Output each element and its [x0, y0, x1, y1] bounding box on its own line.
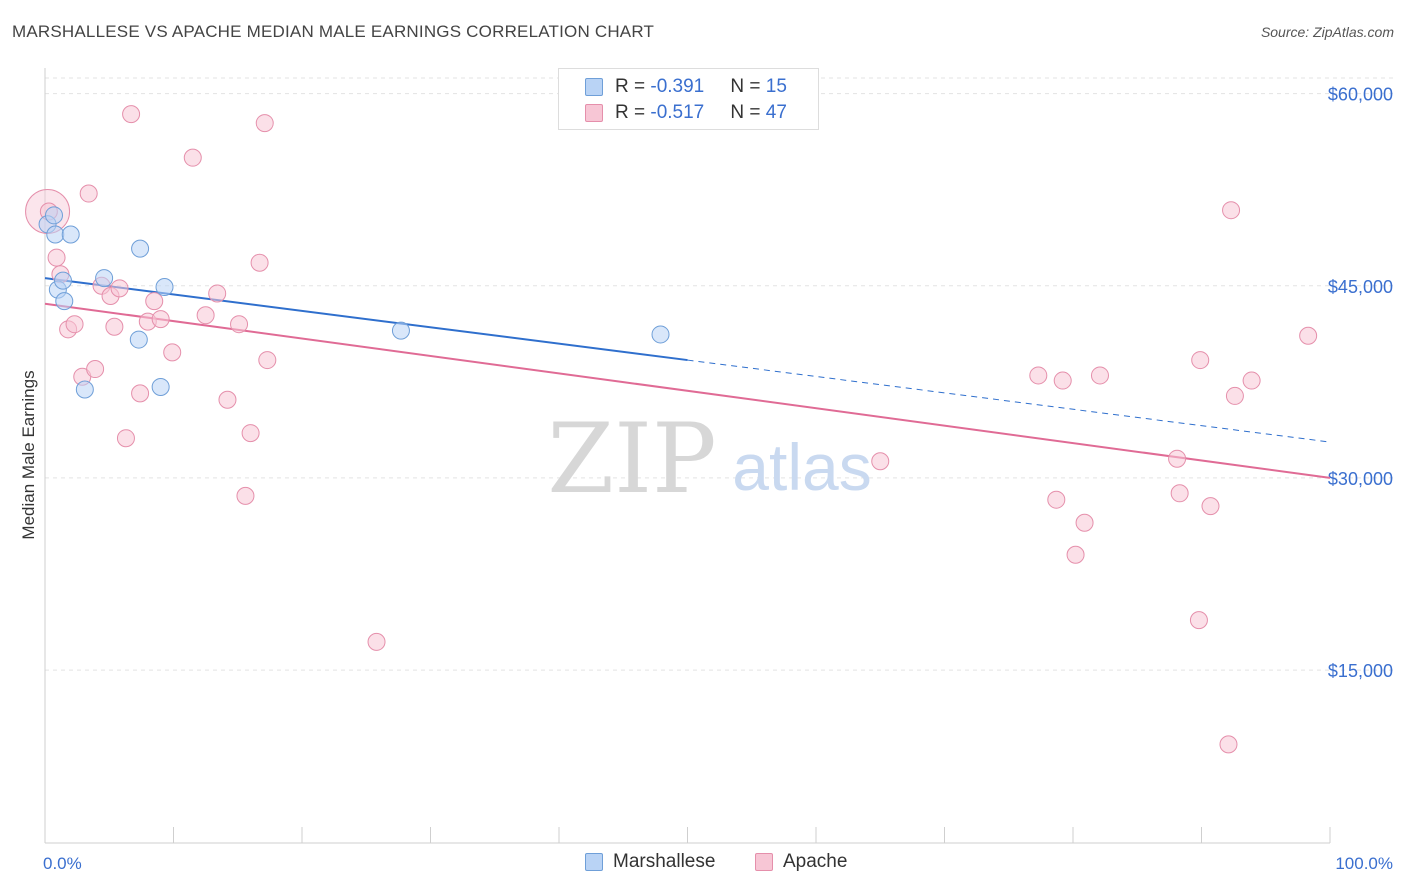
watermark: ZIP atlas — [547, 403, 871, 515]
legend-swatch-apache — [585, 104, 603, 122]
data-point-apache — [1053, 371, 1072, 390]
data-point-apache — [1047, 490, 1066, 509]
legend-r-value: -0.391 — [650, 76, 705, 97]
watermark-atlas: atlas — [732, 430, 871, 504]
data-point-apache — [258, 351, 277, 370]
stats-legend: R = -0.391 N = 15 R = -0.517 N = 47 — [558, 68, 819, 130]
legend-n-value: 47 — [765, 102, 787, 123]
data-point-apache — [1170, 484, 1189, 503]
data-point-apache — [236, 486, 255, 505]
data-point-apache — [367, 632, 386, 651]
data-point-apache — [1075, 513, 1094, 532]
legend-n-value: 15 — [765, 76, 787, 97]
axis-layer: $60,000 $45,000 $30,000 $15,000 — [44, 68, 1393, 844]
legend-r-label: R = — [615, 76, 651, 97]
data-point-apache — [218, 390, 237, 409]
trendline-marshallese — [44, 277, 688, 362]
data-point-apache — [65, 315, 84, 334]
data-point-marshallese — [75, 380, 94, 399]
data-point-apache — [1191, 351, 1210, 370]
data-point-marshallese — [55, 292, 74, 311]
x-tick-label-max: 100.0% — [1335, 854, 1393, 873]
data-point-apache — [47, 248, 66, 267]
data-point-apache — [151, 310, 170, 329]
data-point-apache — [86, 360, 105, 379]
y-axis-label: Median Male Earnings — [19, 370, 38, 539]
data-point-apache — [1201, 497, 1220, 516]
data-point-apache — [1299, 326, 1318, 345]
data-point-apache — [116, 429, 135, 448]
data-point-marshallese — [131, 239, 150, 258]
watermark-zip: ZIP — [547, 403, 716, 515]
data-point-apache — [230, 315, 249, 334]
legend-swatch-marshallese — [585, 78, 603, 96]
bottom-legend-label-marshallese: Marshallese — [613, 851, 716, 872]
data-point-apache — [79, 184, 98, 203]
data-point-apache — [1168, 449, 1187, 468]
data-point-marshallese — [651, 325, 670, 344]
data-point-apache — [110, 279, 129, 298]
bottom-legend-apache: Apache — [755, 851, 847, 873]
data-point-marshallese — [95, 269, 114, 288]
data-point-apache — [105, 317, 124, 336]
trendline-apache — [44, 302, 1331, 479]
data-point-apache — [131, 384, 150, 403]
bottom-legend-swatch-apache — [755, 853, 773, 871]
data-point-marshallese — [151, 377, 170, 396]
y-tick-label: $30,000 — [1328, 469, 1393, 489]
point-layer — [25, 105, 1318, 754]
data-point-apache — [1066, 545, 1085, 564]
bottom-legend-label-apache: Apache — [783, 851, 848, 872]
data-point-apache — [122, 105, 141, 124]
grid-layer — [45, 77, 1393, 671]
bottom-legend-swatch-marshallese — [585, 853, 603, 871]
data-point-apache — [871, 452, 890, 471]
y-tick-label: $45,000 — [1328, 277, 1393, 297]
y-tick-label: $60,000 — [1328, 85, 1393, 105]
bottom-legend-marshallese: Marshallese — [585, 851, 715, 873]
chart-title: MARSHALLESE VS APACHE MEDIAN MALE EARNIN… — [12, 22, 655, 41]
y-tick-label: $15,000 — [1328, 661, 1393, 681]
legend-row-marshallese: R = -0.391 N = 15 — [585, 74, 787, 100]
data-point-apache — [241, 424, 260, 443]
data-point-apache — [1222, 201, 1241, 220]
data-point-marshallese — [129, 330, 148, 349]
data-point-marshallese — [155, 278, 174, 297]
data-point-apache — [1219, 735, 1238, 754]
data-point-apache — [196, 306, 215, 325]
x-tick-label-min: 0.0% — [43, 854, 82, 873]
data-point-apache — [208, 284, 227, 303]
legend-r-label: R = — [615, 102, 651, 123]
trendline-marshallese-extension — [687, 359, 1331, 443]
legend-r-value: -0.517 — [650, 102, 705, 123]
data-point-apache — [163, 343, 182, 362]
data-point-marshallese — [53, 271, 72, 290]
legend-n-label: N = — [730, 76, 766, 97]
data-point-marshallese — [61, 225, 80, 244]
data-point-marshallese — [391, 321, 410, 340]
data-point-apache — [1242, 371, 1261, 390]
legend-row-apache: R = -0.517 N = 47 — [585, 100, 787, 126]
data-point-apache — [183, 148, 202, 167]
trend-layer — [44, 277, 1331, 479]
source-credit: Source: ZipAtlas.com — [1260, 24, 1394, 40]
data-point-apache — [250, 253, 269, 272]
data-point-marshallese — [46, 225, 65, 244]
data-point-apache — [1029, 366, 1048, 385]
legend-n-label: N = — [730, 102, 766, 123]
data-point-apache — [255, 114, 274, 133]
data-point-apache — [1225, 386, 1244, 405]
data-point-apache — [1090, 366, 1109, 385]
data-point-apache — [1189, 611, 1208, 630]
data-point-apache — [145, 292, 164, 311]
data-point-marshallese — [44, 206, 63, 225]
